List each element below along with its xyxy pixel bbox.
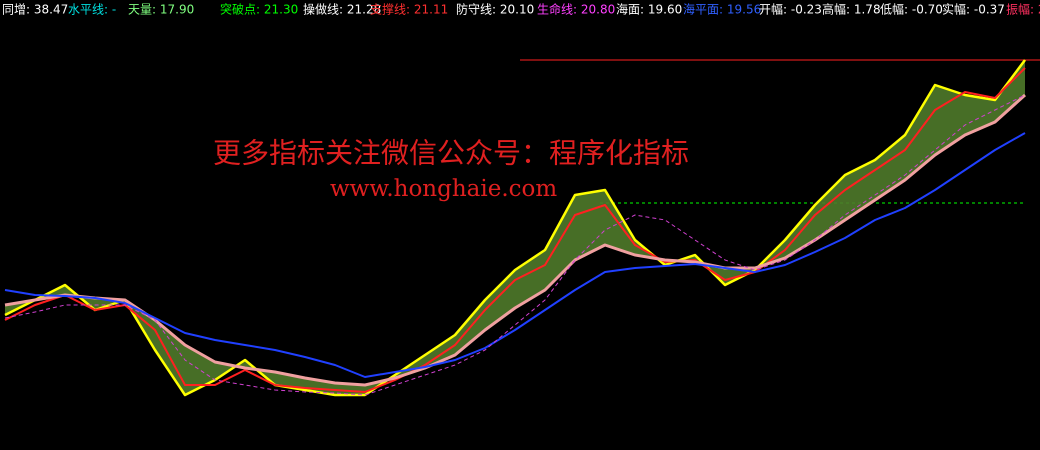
indicator-label: 海平面: 19.56 bbox=[683, 2, 761, 17]
series-line bbox=[4, 59, 1026, 397]
header: 同增: 38.47 水平线: - 天量: 17.90 突破点: 21.30 操做线: 2… bbox=[2, 2, 1040, 17]
indicator-label: 海面: 19.60 bbox=[616, 2, 682, 17]
indicator-label: 操做线: 21.28 bbox=[303, 2, 381, 17]
indicator-label: 高幅: 1.78 bbox=[822, 2, 881, 17]
indicator-label: 天量: 17.90 bbox=[128, 3, 194, 17]
indicator-label: 开幅: -0.23 bbox=[759, 2, 822, 17]
watermark: 更多指标关注微信公众号：程序化指标 bbox=[213, 137, 689, 170]
indicator-label: 支撑线: 21.11 bbox=[370, 2, 448, 17]
plot-area bbox=[4, 59, 1040, 397]
band-fill bbox=[5, 60, 1025, 395]
indicator-label: 突破点: 21.30 bbox=[220, 2, 298, 17]
series-line bbox=[4, 132, 1026, 378]
indicator-label: 实幅: -0.37 bbox=[942, 2, 1005, 17]
website: www.honghaie.com bbox=[330, 176, 557, 202]
indicator-label: 振幅: 2 bbox=[1006, 2, 1040, 17]
series-line bbox=[4, 67, 1026, 393]
indicator-label: 同增: 38.47 bbox=[2, 3, 68, 17]
indicator-label: 防守线: 20.10 bbox=[456, 2, 534, 17]
series-line bbox=[4, 93, 1027, 387]
indicator-label: 水平线: - bbox=[68, 3, 116, 17]
indicator-label: 低幅: -0.70 bbox=[880, 2, 943, 17]
indicator-label: 生命线: 20.80 bbox=[537, 2, 615, 17]
